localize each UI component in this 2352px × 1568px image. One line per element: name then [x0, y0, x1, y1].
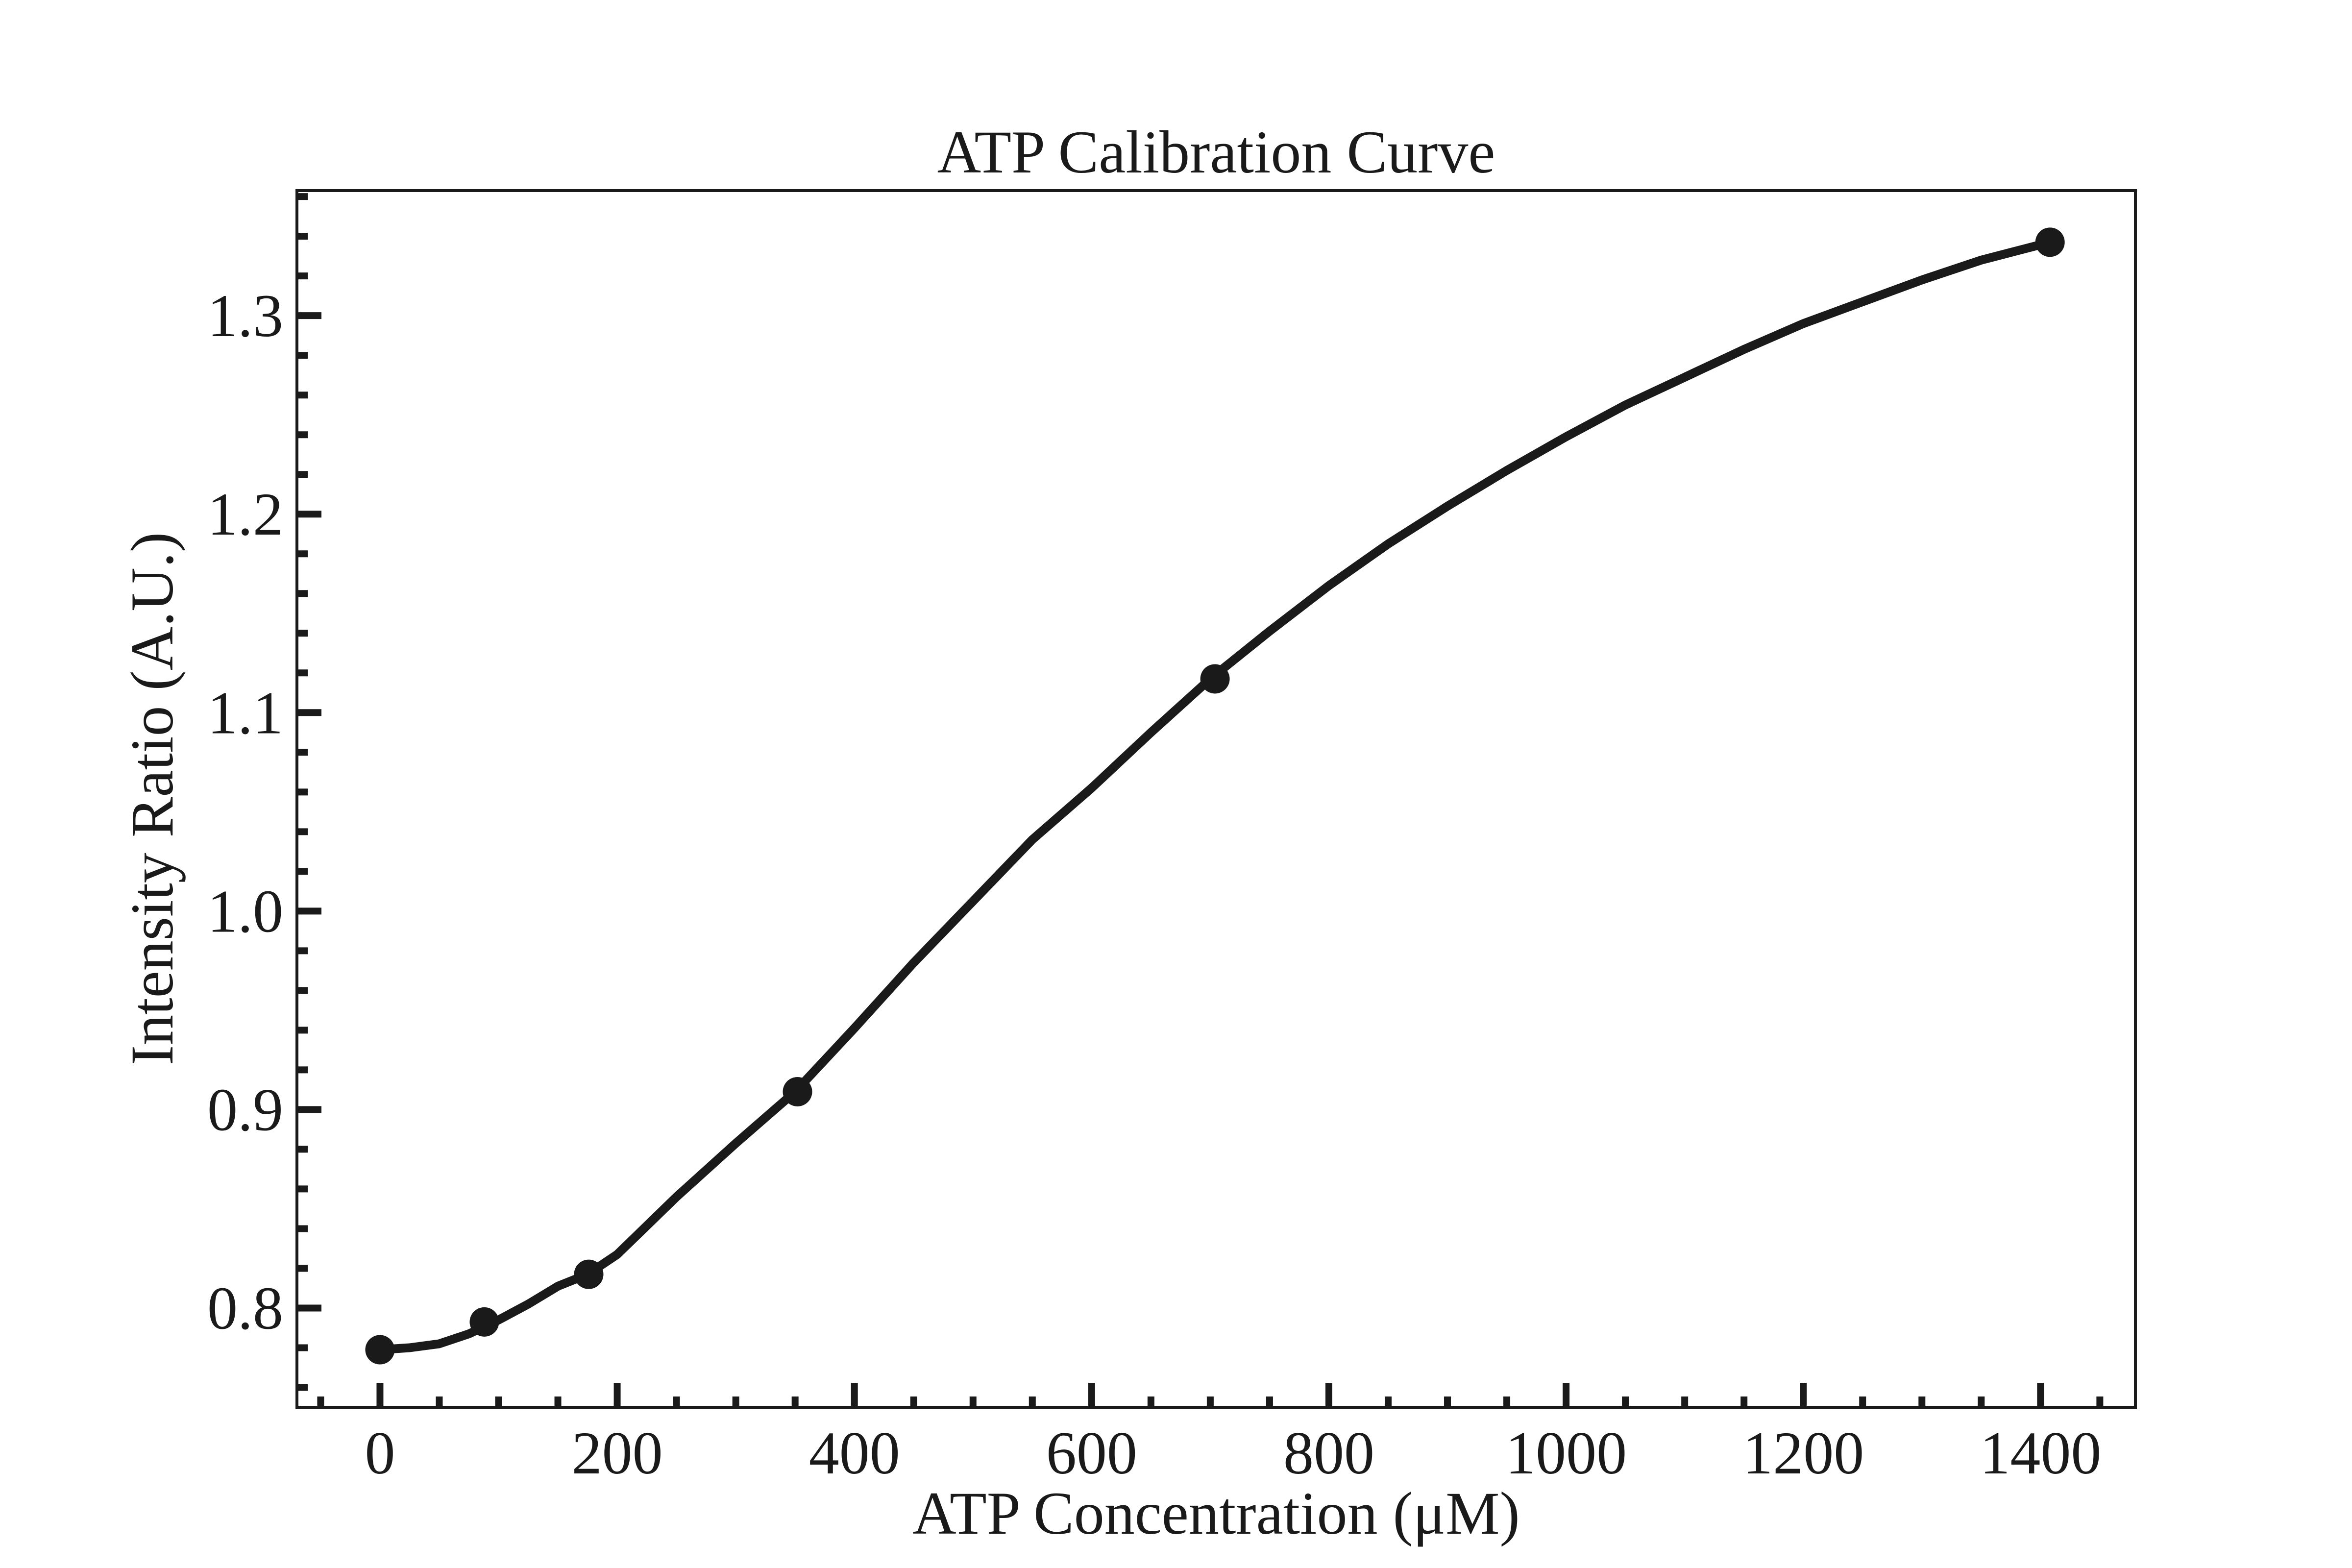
data-point: [469, 1307, 499, 1337]
y-tick-label: 1.1: [207, 679, 283, 746]
x-tick-label: 1200: [1742, 1420, 1864, 1487]
data-point: [783, 1077, 812, 1106]
tick-labels: 0 200 400 600 800 1000 1200 1400 0.8 0.9 1.0 1.1 1.2…: [207, 282, 2101, 1487]
x-tick-label: 1000: [1505, 1420, 1627, 1487]
y-tick-label: 1.2: [207, 481, 283, 548]
major-ticks: [297, 312, 2044, 1407]
x-tick-label: 0: [365, 1420, 395, 1487]
y-tick-label: 0.8: [207, 1274, 283, 1342]
y-axis-label: Intensity Ratio (A.U.): [119, 532, 186, 1065]
data-point: [1200, 664, 1230, 694]
x-tick-label: 1400: [1980, 1420, 2101, 1487]
plot-frame: [295, 189, 2137, 1409]
minor-ticks: [297, 193, 2104, 1407]
x-tick-label: 600: [1046, 1420, 1137, 1487]
x-tick-label: 800: [1283, 1420, 1374, 1487]
data-point: [2035, 227, 2065, 257]
y-tick-label: 1.0: [207, 878, 283, 945]
y-tick-label: 1.3: [207, 282, 283, 349]
data-points: [365, 227, 2065, 1365]
data-point: [574, 1259, 604, 1289]
x-axis-label: ATP Concentration (μM): [912, 1480, 1520, 1547]
x-tick-label: 400: [809, 1420, 900, 1487]
y-tick-label: 0.9: [207, 1076, 283, 1143]
x-tick-label: 200: [572, 1420, 663, 1487]
data-point: [365, 1335, 395, 1365]
chart-title: ATP Calibration Curve: [937, 119, 1495, 186]
calibration-fit-line: [375, 238, 2055, 1354]
